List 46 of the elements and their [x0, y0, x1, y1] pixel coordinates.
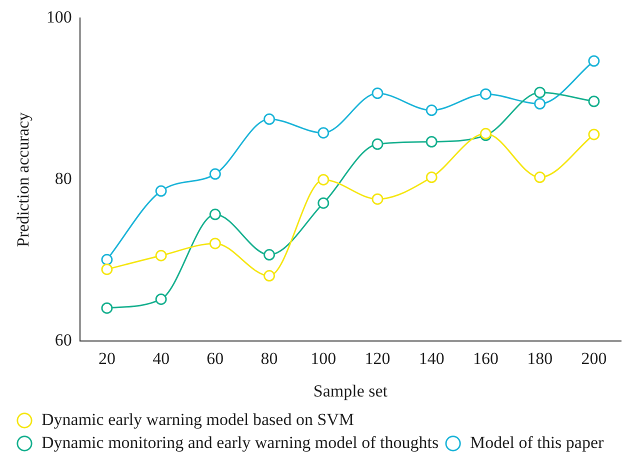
x-tick-label: 140	[418, 348, 444, 368]
point	[209, 168, 221, 180]
point	[426, 172, 438, 184]
y-tick-label: 100	[46, 8, 72, 27]
point	[534, 172, 546, 184]
point	[101, 254, 113, 266]
x-tick-label: 160	[472, 348, 498, 368]
point	[155, 185, 167, 197]
x-tick-label: 20	[98, 348, 116, 368]
point	[372, 88, 384, 100]
point	[534, 86, 546, 98]
point	[318, 174, 330, 186]
point	[426, 104, 438, 116]
y-axis-title: Prediction accuracy	[14, 112, 33, 247]
legend-label: Model of this paper	[470, 432, 604, 452]
point	[588, 96, 600, 108]
legend-label: Dynamic early warning model based on SVM	[42, 410, 354, 429]
point	[155, 293, 167, 305]
point	[480, 88, 492, 100]
x-tick-label: 40	[152, 348, 170, 368]
point	[588, 55, 600, 67]
point	[372, 193, 384, 205]
point	[372, 138, 384, 150]
point	[426, 136, 438, 148]
x-tick-label: 60	[206, 348, 224, 368]
y-tick-label: 60	[54, 330, 72, 350]
point	[101, 302, 113, 314]
point	[264, 270, 276, 282]
point	[264, 113, 276, 125]
legend-label: Dynamic monitoring and early warning model of thoughts	[42, 432, 439, 452]
x-tick-label: 100	[310, 348, 336, 368]
point	[588, 128, 600, 140]
x-axis-title: Sample set	[313, 381, 388, 400]
point	[318, 127, 330, 139]
x-tick-label: 180	[527, 348, 553, 368]
x-tick-label: 120	[364, 348, 390, 368]
x-tick-label: 200	[581, 348, 607, 368]
point	[155, 250, 167, 262]
x-tick-label: 80	[260, 348, 278, 368]
point	[534, 98, 546, 110]
point	[264, 249, 276, 261]
point	[318, 197, 330, 209]
y-tick-label: 80	[54, 169, 72, 188]
point	[209, 208, 221, 220]
point	[101, 264, 113, 276]
point	[209, 238, 221, 250]
